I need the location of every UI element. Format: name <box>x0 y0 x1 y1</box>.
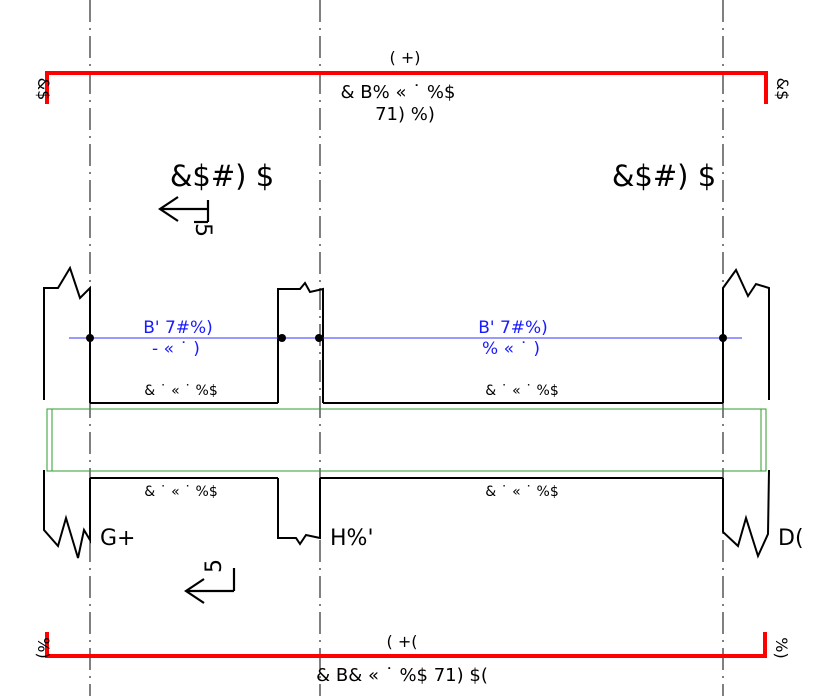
axis-point-left <box>86 334 94 342</box>
right-wall-lower <box>722 469 770 559</box>
top-dimension-end-right: &$ <box>773 78 792 101</box>
beam-label-right-1: B' 7#%) <box>478 318 548 338</box>
top-dimension-sublabel-2: 71) %) <box>375 104 435 125</box>
left-wall-lower <box>43 470 91 559</box>
middle-column-top <box>277 281 324 403</box>
bottom-dimension-end-left: %) <box>34 637 53 658</box>
slab-label-top-left: & ˙ « ˙ %$ <box>144 383 218 399</box>
left-wall <box>43 265 91 403</box>
top-dimension-sublabel-1: & B% « ˙ %$ <box>341 82 456 103</box>
section-marker-top <box>158 196 210 224</box>
axis-point-mid-2 <box>315 334 323 342</box>
beam-label-left-1: B' 7#%) <box>143 318 213 338</box>
slab-band <box>46 408 767 472</box>
axis-point-right <box>719 334 727 342</box>
slab-rect <box>46 408 767 472</box>
bottom-dimension-sublabel: & B& « ˙ %$ 71) $( <box>316 665 488 686</box>
wall-outlines <box>43 265 770 559</box>
beam-label-right-2: % « ˙ ) <box>482 339 540 359</box>
bottom-dimension-label: ( +( <box>387 632 418 651</box>
axis-centerlines <box>89 0 724 696</box>
axis-point-mid-1 <box>278 334 286 342</box>
section-marker-top-label: 5 <box>190 223 215 237</box>
middle-column-bottom <box>277 478 321 546</box>
beam-label-left-2: - « ˙ ) <box>152 339 200 359</box>
right-wall <box>722 268 770 403</box>
slab-label-bottom-left: & ˙ « ˙ %$ <box>144 484 218 500</box>
bottom-dimension: ( +( & B& « ˙ %$ 71) $( %) %) <box>34 632 791 686</box>
bottom-dimension-end-right: %) <box>772 637 791 658</box>
top-dimension: ( +) & B% « ˙ %$ 71) %) &$ &$ <box>34 48 792 125</box>
section-marker-bottom-label: 5 <box>202 559 227 573</box>
top-dimension-label: ( +) <box>390 48 421 67</box>
room-label-right: &$#) $ <box>612 159 716 193</box>
axis-label-middle: H%' <box>330 526 374 551</box>
slab-label-bottom-right: & ˙ « ˙ %$ <box>485 484 559 500</box>
beam-axis-points <box>86 334 727 342</box>
top-dimension-end-left: &$ <box>34 78 53 101</box>
slab-label-top-right: & ˙ « ˙ %$ <box>485 383 559 399</box>
top-dimension-line <box>45 71 768 104</box>
axis-label-right: D( <box>778 526 804 551</box>
bottom-dimension-line <box>45 632 767 658</box>
axis-label-left: G+ <box>100 526 135 551</box>
section-marker-bottom <box>184 568 236 604</box>
room-label-left: &$#) $ <box>170 159 274 193</box>
